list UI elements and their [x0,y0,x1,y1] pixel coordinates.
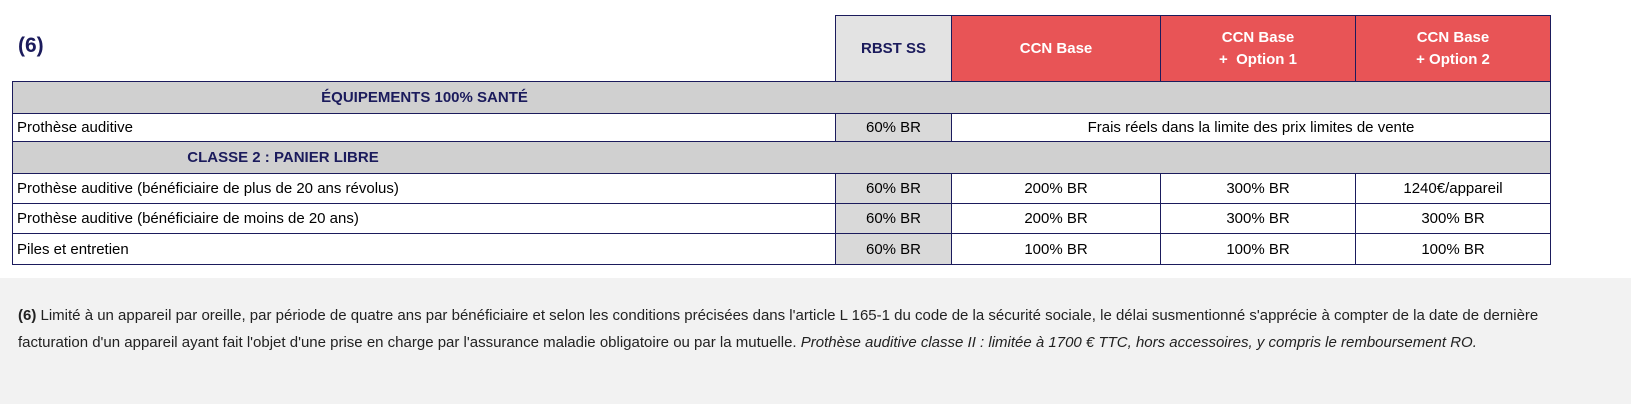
row-label: Prothèse auditive (bénéficiaire de moins… [12,203,836,234]
table-reference: (6) [18,34,44,57]
column-header-ccn-base: CCN Base [951,15,1161,82]
footnote-text: (6) Limité à un appareil par oreille, pa… [18,303,1578,356]
table-cell: 60% BR [835,203,952,234]
footnote-ref: (6) [18,307,37,324]
table-cell: 200% BR [951,203,1161,234]
row-label: Prothèse auditive [12,113,836,142]
table-cell: 100% BR [1355,233,1551,265]
footnote-body: Limité à un appareil par oreille, par pé… [18,307,1539,351]
column-header-option1: CCN Base + Option 1 [1160,15,1356,82]
table-cell: 60% BR [835,173,952,204]
table-cell: 100% BR [951,233,1161,265]
section-header: ÉQUIPEMENTS 100% SANTÉ [12,81,1551,114]
column-header-option2: CCN Base + Option 2 [1355,15,1551,82]
row-label: Piles et entretien [12,233,836,265]
section-title: CLASSE 2 : PANIER LIBRE [187,149,379,166]
footnote-italic: Prothèse auditive classe II : limitée à … [800,333,1477,351]
section-title: ÉQUIPEMENTS 100% SANTÉ [321,89,528,106]
table-cell: 300% BR [1355,203,1551,234]
table-cell: 300% BR [1160,203,1356,234]
footnote: (6) Limité à un appareil par oreille, pa… [0,278,1631,404]
table-cell: 60% BR [835,233,952,265]
table-cell: 200% BR [951,173,1161,204]
cell-merged: Frais réels dans la limite des prix limi… [951,113,1551,142]
table-cell: 300% BR [1160,173,1356,204]
section-header: CLASSE 2 : PANIER LIBRE [12,141,1551,174]
column-header-rbst: RBST SS [835,15,952,82]
row-label: Prothèse auditive (bénéficiaire de plus … [12,173,836,204]
cell-rbst: 60% BR [835,113,952,142]
table-cell: 100% BR [1160,233,1356,265]
table-cell: 1240€/appareil [1355,173,1551,204]
